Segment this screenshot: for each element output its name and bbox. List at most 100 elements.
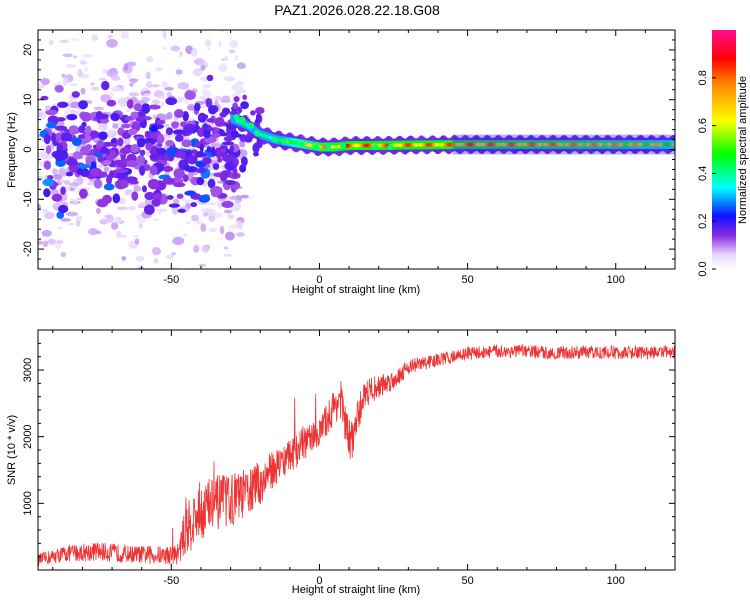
- spectrogram-cell: [240, 194, 249, 199]
- spectrogram-cell: [423, 143, 425, 147]
- spectrogram-cell: [38, 203, 41, 210]
- spectrogram-cell: [173, 182, 186, 188]
- spectrogram-cell: [110, 138, 117, 144]
- spectrogram-cell: [172, 22, 178, 29]
- spectrogram-cell: [165, 139, 175, 147]
- spectrogram-cell: [44, 211, 55, 220]
- spectrogram-cell: [386, 143, 388, 148]
- spectrogram-xtick-label: 100: [607, 274, 625, 286]
- spectrogram-cell: [371, 143, 373, 148]
- spectrogram-cell: [455, 142, 458, 147]
- spectrogram-cell: [131, 191, 139, 201]
- spectrogram-cell: [439, 143, 442, 147]
- spectrogram-ytick-label: 0: [22, 146, 34, 152]
- spectrogram-cell: [670, 142, 673, 147]
- spectrogram-cell: [452, 134, 675, 155]
- spectrogram-cell: [251, 126, 253, 131]
- spectrogram-cell: [421, 143, 424, 147]
- spectrogram-cell: [41, 229, 53, 237]
- spectrogram-cell: [580, 142, 582, 147]
- spectrogram-cell: [106, 99, 117, 107]
- spectrogram-cell: [149, 165, 158, 176]
- spectrogram-cell: [195, 220, 203, 225]
- spectrogram-cell: [669, 142, 671, 147]
- spectrogram-cell: [467, 142, 470, 147]
- spectrogram-cell: [229, 40, 239, 49]
- spectrogram-cell: [120, 155, 126, 160]
- spectrogram-cell: [78, 100, 88, 110]
- spectrogram-cell: [627, 142, 630, 147]
- spectrogram-cell: [200, 223, 207, 232]
- spectrogram-cell: [62, 5, 71, 12]
- spectrogram-cell: [88, 17, 100, 22]
- spectrogram-cell: [238, 226, 243, 229]
- spectrogram-cell: [483, 142, 486, 147]
- spectrogram-cell: [323, 145, 326, 149]
- spectrogram-cell: [91, 34, 99, 41]
- spectrogram-cell: [202, 88, 208, 95]
- spectrogram-cell: [201, 244, 210, 253]
- spectrogram-cell: [216, 238, 224, 241]
- spectrogram-cell: [408, 143, 410, 147]
- spectrogram-cell: [331, 145, 333, 149]
- spectrogram-cell: [559, 142, 562, 147]
- spectrogram-cell: [76, 168, 84, 175]
- spectrogram-cell: [191, 47, 198, 57]
- spectrogram-cell: [43, 160, 52, 170]
- spectrogram-cell: [239, 116, 246, 123]
- spectrogram-cell: [235, 81, 245, 85]
- spectrogram-cell: [98, 131, 108, 141]
- spectrogram-cell: [309, 143, 311, 148]
- spectrogram-cell: [162, 166, 174, 172]
- spectrogram-cell: [575, 142, 578, 147]
- spectrogram-cell: [103, 166, 110, 173]
- snr-series-line: [38, 343, 675, 566]
- spectrogram-cell: [475, 142, 477, 147]
- spectrogram-cell: [310, 143, 313, 148]
- spectrogram-cell: [38, 152, 42, 159]
- spectrogram-cell: [43, 133, 51, 145]
- spectrogram-cell: [412, 143, 415, 147]
- snr-axes: -50 0 50 100 1000 2000 3000: [22, 330, 676, 587]
- spectrogram-cell: [146, 81, 153, 89]
- spectrogram-cell: [162, 30, 167, 40]
- spectrogram-cell: [146, 55, 154, 63]
- spectrogram-cell: [52, 168, 58, 175]
- colorbar-tick-label: 0.4: [697, 166, 709, 181]
- spectrogram-cell: [597, 142, 600, 147]
- spectrogram-cell: [69, 187, 75, 191]
- spectrogram-cell: [346, 144, 348, 148]
- spectrogram-cell: [526, 142, 529, 147]
- spectrogram-cell: [151, 99, 161, 105]
- spectrogram-cell: [66, 159, 78, 167]
- spectrogram-cell: [207, 47, 211, 51]
- spectrogram-cell: [528, 142, 530, 147]
- spectrogram-cell: [648, 142, 650, 147]
- spectrogram-cell: [200, 64, 206, 71]
- spectrogram-cell: [472, 142, 474, 147]
- spectrogram-cell: [224, 55, 229, 62]
- spectrogram-cell: [240, 101, 249, 110]
- spectrogram-cell: [234, 55, 238, 61]
- spectrogram-cell: [515, 142, 517, 147]
- spectrogram-cell: [128, 78, 139, 83]
- spectrogram-cell: [121, 132, 130, 139]
- spectrogram-cell: [150, 281, 157, 284]
- snr-plot-area: [38, 343, 675, 566]
- spectrogram-cell: [532, 142, 535, 147]
- spectrogram-cell: [111, 86, 121, 92]
- spectrogram-cell: [126, 74, 132, 79]
- spectrogram-cell: [96, 230, 102, 235]
- spectrogram-xtick-label: -50: [163, 274, 179, 286]
- spectrogram-cell: [479, 142, 482, 147]
- spectrogram-cell: [562, 142, 565, 147]
- spectrogram-cell: [150, 84, 160, 88]
- spectrogram-cell: [270, 136, 273, 140]
- spectrogram-cell: [547, 142, 550, 147]
- spectrogram-cell: [78, 134, 86, 139]
- spectrogram-cell: [202, 212, 209, 217]
- spectrogram-cell: [68, 142, 73, 150]
- spectrogram-cell: [183, 123, 196, 134]
- spectrogram-cell: [210, 143, 220, 148]
- spectrogram-cell: [60, 186, 66, 196]
